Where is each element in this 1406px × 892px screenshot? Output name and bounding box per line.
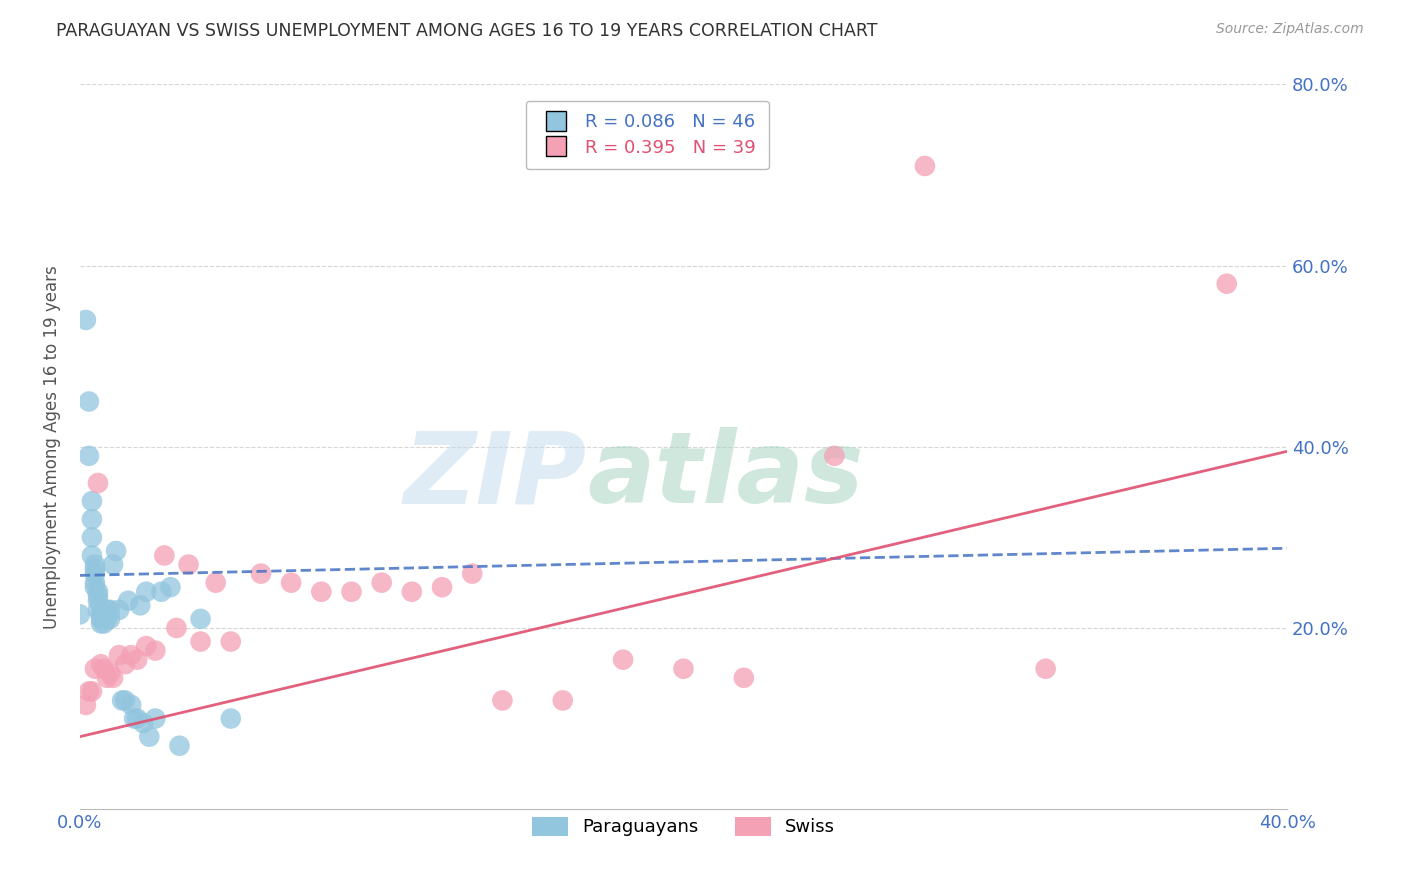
Point <box>87 594 110 608</box>
Point <box>280 575 302 590</box>
Point <box>75 698 97 712</box>
Point <box>77 449 100 463</box>
Point <box>150 584 173 599</box>
Point <box>87 603 110 617</box>
Point <box>120 648 142 662</box>
Point <box>135 639 157 653</box>
Point <box>430 580 453 594</box>
Point <box>122 712 145 726</box>
Point <box>461 566 484 581</box>
Point <box>87 476 110 491</box>
Text: PARAGUAYAN VS SWISS UNEMPLOYMENT AMONG AGES 16 TO 19 YEARS CORRELATION CHART: PARAGUAYAN VS SWISS UNEMPLOYMENT AMONG A… <box>56 22 877 40</box>
Point <box>96 671 118 685</box>
Point <box>612 653 634 667</box>
Point <box>98 612 121 626</box>
Point <box>204 575 226 590</box>
Point <box>672 662 695 676</box>
Point <box>190 634 212 648</box>
Point <box>135 584 157 599</box>
Point <box>1215 277 1237 291</box>
Point <box>80 512 103 526</box>
Point <box>219 712 242 726</box>
Point <box>84 575 107 590</box>
Point <box>132 716 155 731</box>
Point <box>117 594 139 608</box>
Point <box>98 666 121 681</box>
Point <box>108 603 131 617</box>
Point <box>93 662 115 676</box>
Point <box>84 662 107 676</box>
Text: ZIP: ZIP <box>404 427 586 524</box>
Point <box>169 739 191 753</box>
Point <box>90 607 112 622</box>
Point <box>120 698 142 712</box>
Point <box>80 494 103 508</box>
Point <box>733 671 755 685</box>
Point <box>551 693 574 707</box>
Point <box>190 612 212 626</box>
Point <box>108 648 131 662</box>
Text: Source: ZipAtlas.com: Source: ZipAtlas.com <box>1216 22 1364 37</box>
Point <box>143 712 166 726</box>
Legend: Paraguayans, Swiss: Paraguayans, Swiss <box>524 810 842 844</box>
Point <box>159 580 181 594</box>
Point <box>127 653 149 667</box>
Point <box>84 566 107 581</box>
Point <box>101 671 124 685</box>
Point <box>96 612 118 626</box>
Point <box>90 616 112 631</box>
Point <box>80 549 103 563</box>
Point <box>93 616 115 631</box>
Point <box>1035 662 1057 676</box>
Point <box>98 603 121 617</box>
Point <box>114 693 136 707</box>
Point <box>165 621 187 635</box>
Point <box>111 693 134 707</box>
Y-axis label: Unemployment Among Ages 16 to 19 years: Unemployment Among Ages 16 to 19 years <box>44 265 60 629</box>
Point <box>219 634 242 648</box>
Point <box>87 589 110 603</box>
Point <box>491 693 513 707</box>
Point <box>93 607 115 622</box>
Point <box>69 607 91 622</box>
Point <box>80 684 103 698</box>
Point <box>401 584 423 599</box>
Point <box>914 159 936 173</box>
Point <box>138 730 160 744</box>
Point <box>87 584 110 599</box>
Point <box>250 566 273 581</box>
Point <box>84 580 107 594</box>
Point <box>129 599 152 613</box>
Point <box>153 549 176 563</box>
Point <box>96 603 118 617</box>
Point <box>823 449 845 463</box>
Point <box>77 394 100 409</box>
Point <box>127 712 149 726</box>
Point <box>311 584 333 599</box>
Point <box>340 584 363 599</box>
Point <box>80 530 103 544</box>
Point <box>90 657 112 672</box>
Point <box>114 657 136 672</box>
Point <box>177 558 200 572</box>
Point <box>84 562 107 576</box>
Point <box>75 313 97 327</box>
Point <box>90 607 112 622</box>
Point <box>105 544 128 558</box>
Point <box>143 643 166 657</box>
Point <box>101 558 124 572</box>
Point <box>77 684 100 698</box>
Point <box>370 575 392 590</box>
Text: atlas: atlas <box>586 427 863 524</box>
Point <box>84 558 107 572</box>
Point <box>90 612 112 626</box>
